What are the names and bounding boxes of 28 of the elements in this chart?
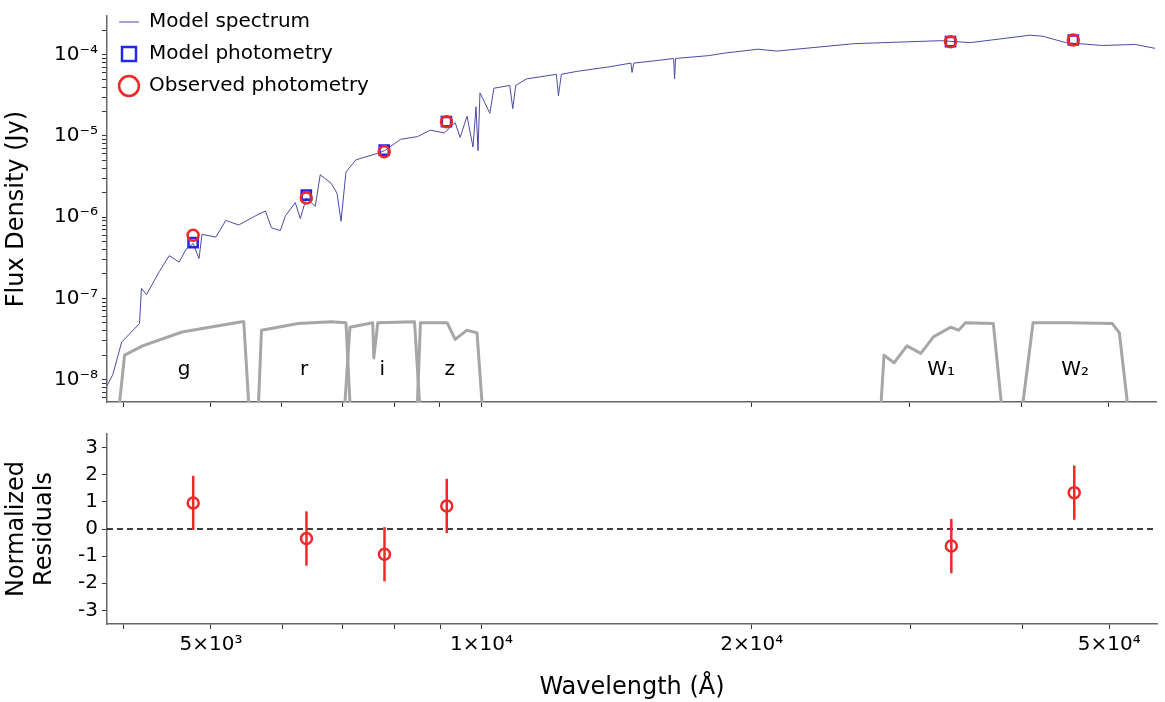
annotation: i xyxy=(379,356,385,381)
y-tick-label: -3 xyxy=(78,596,98,621)
y-tick-label: 1 xyxy=(85,488,98,513)
y-tick-label: 2 xyxy=(85,460,98,485)
y-tick-label: 10⁻⁴ xyxy=(53,40,98,65)
y-tick-label: 10⁻⁸ xyxy=(53,365,98,390)
y-tick-label: 0 xyxy=(85,515,98,540)
annotation: z xyxy=(444,356,455,381)
y-tick-label: 10⁻⁵ xyxy=(53,122,98,147)
y-tick-label: -1 xyxy=(78,542,98,567)
y-tick-label: 10⁻⁶ xyxy=(53,203,98,228)
annotation: W₁ xyxy=(927,356,956,381)
x-axis-title: Wavelength (Å) xyxy=(539,670,725,700)
annotation: g xyxy=(177,356,191,381)
annotation: r xyxy=(300,356,310,381)
x-tick-label: 5×10⁴ xyxy=(1077,631,1141,656)
y-tick-label: 10⁻⁷ xyxy=(53,284,98,309)
annotation: W₂ xyxy=(1061,356,1090,381)
x-tick-label: 5×10³ xyxy=(179,631,243,656)
legend-label: Model photometry xyxy=(149,40,333,65)
x-tick-label: 1×10⁴ xyxy=(449,631,513,656)
x-tick-label: 2×10⁴ xyxy=(720,631,784,656)
y-tick-label: 3 xyxy=(85,433,98,458)
y-axis-title: Flux Density (Jy) xyxy=(0,110,29,308)
legend-label: Model spectrum xyxy=(149,8,311,33)
y-tick-label: -2 xyxy=(78,569,98,594)
legend-label: Observed photometry xyxy=(149,72,370,97)
y-axis-title: Normalized Residuals xyxy=(0,460,58,598)
